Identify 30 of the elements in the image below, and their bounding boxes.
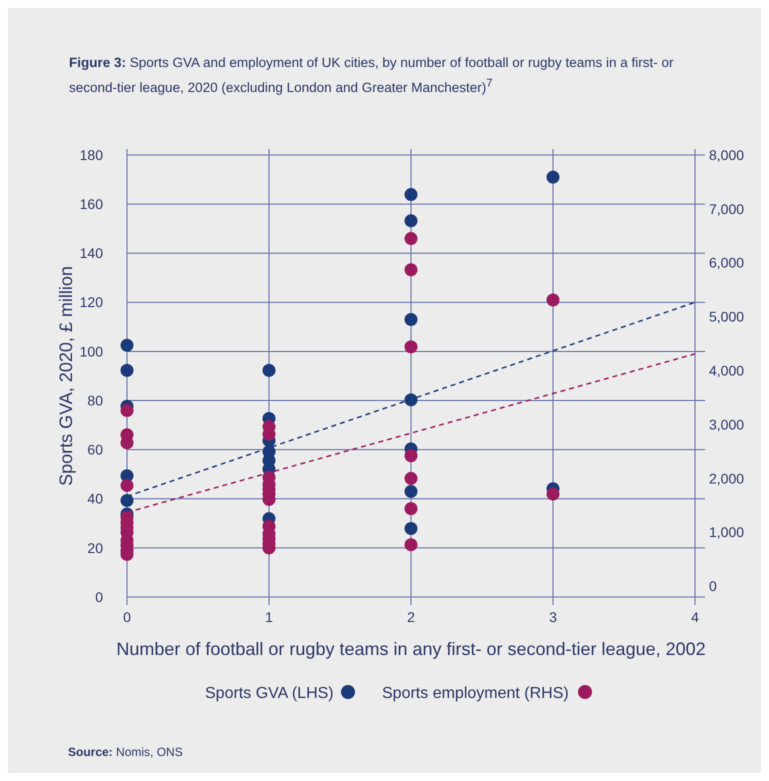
y2-tick-label: 0 [709,578,717,594]
y2-tick-label: 3,000 [709,416,744,432]
y-tick-label: 40 [87,490,104,507]
y2-tick-label: 6,000 [709,254,744,271]
legend-label: Sports employment (RHS) [382,685,569,702]
y2-tick-label: 8,000 [709,146,744,163]
y2-tick-label: 4,000 [709,362,744,379]
y-tick-label: 60 [87,442,104,458]
y-tick-label: 160 [80,196,104,212]
y-tick-label: 20 [87,540,104,556]
y-tick-label: 100 [80,343,104,360]
legend-label: Sports GVA (LHS) [205,685,334,702]
y-axis-title: Sports GVA, 2020, £ million [56,266,76,486]
y-tick-label: 80 [87,392,104,408]
y-tick-label: 140 [80,245,104,262]
y2-tick-label: 1,000 [709,524,744,540]
y-tick-label: 180 [80,146,104,163]
x-tick-label: 4 [691,609,700,625]
y2-tick-label: 7,000 [709,200,744,217]
x-tick-label: 2 [407,609,416,625]
x-axis-title: Number of football or rugby teams in any first- or second-tier league, 2002 [116,639,706,659]
x-tick-label: 0 [123,609,132,625]
x-tick-label: 1 [265,609,274,625]
y2-tick-label: 5,000 [709,308,744,325]
y-tick-label: 120 [80,294,104,310]
y2-tick-label: 2,000 [709,470,744,486]
x-tick-label: 3 [549,609,558,625]
source-note: Source: Nomis, ONS [68,745,183,759]
chart-title: Figure 3: Sports GVA and employment of UK cities, by number of football or rugby teams in a first- or second-tier league, 2020 (excluding London and Greater Manchester)$^{7}$ [69,55,674,94]
y-tick-label: 0 [95,588,104,605]
